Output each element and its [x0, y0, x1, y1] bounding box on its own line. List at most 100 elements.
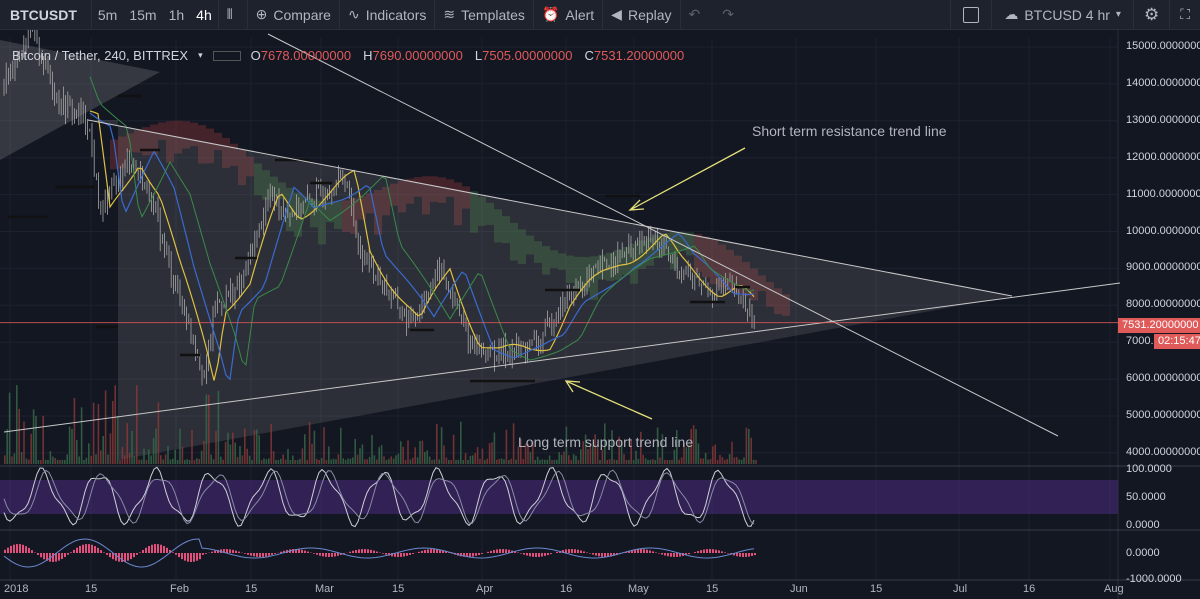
volume-bar	[728, 454, 731, 464]
low-value: L7505.00000000	[474, 48, 573, 63]
cloud-segment	[278, 182, 286, 200]
indicators-button[interactable]: ∿ Indicators	[340, 0, 434, 30]
undo-button[interactable]: ↶	[681, 0, 715, 30]
volume-bar	[6, 429, 8, 464]
redo-button[interactable]: ↷	[714, 0, 748, 30]
cloud-segment	[462, 186, 470, 209]
volume-bar	[320, 458, 323, 464]
macd-histogram-bar	[370, 549, 372, 553]
volume-bar	[236, 457, 239, 464]
alert-button[interactable]: ⏰ Alert	[534, 0, 602, 30]
volume-bar	[323, 427, 325, 464]
macd-histogram-bar	[463, 553, 465, 557]
volume-bar	[433, 459, 436, 464]
volume-bar	[419, 440, 421, 464]
volume-bar	[114, 385, 116, 464]
interval-15m-button[interactable]: 15m	[129, 6, 157, 23]
replay-button[interactable]: ◀︎ Replay	[603, 0, 679, 30]
cloud-segment	[454, 182, 462, 226]
macd-histogram-bar	[520, 553, 522, 554]
volume-bar	[724, 459, 726, 464]
volume-bar	[376, 459, 378, 464]
chevron-down-icon: ▾	[1115, 9, 1121, 20]
volume-bar	[49, 451, 52, 464]
templates-button[interactable]: ≋ Templates	[435, 0, 533, 30]
volume-bar	[587, 449, 589, 464]
macd-histogram-bar	[127, 553, 129, 561]
volume-bar	[623, 454, 625, 464]
volume-bar	[380, 445, 383, 464]
cloud-segment	[678, 231, 686, 251]
saved-chart-button[interactable]: ☁ BTCUSD 4 hr ▾	[992, 0, 1133, 30]
volume-bar	[714, 444, 716, 464]
volume-bar	[397, 453, 400, 464]
price-tick: 6000.00000000	[1126, 372, 1200, 385]
fullscreen-button[interactable]: ⛶	[1170, 0, 1200, 30]
volume-bar	[160, 455, 162, 464]
macd-histogram-bar	[712, 549, 714, 553]
toolbar-divider	[434, 0, 436, 30]
toolbar-divider	[90, 0, 92, 30]
cloud-segment	[446, 179, 454, 197]
macd-histogram-bar	[526, 553, 528, 556]
volume-bar	[522, 459, 524, 464]
volume-bar	[342, 458, 344, 464]
top-toolbar: BTCUSDT 5m 15m 1h 4h ⫴ ⊕ Compare ∿ Indic…	[0, 0, 1200, 30]
volume-bar	[452, 434, 455, 464]
volume-bar	[421, 440, 424, 464]
volume-bar	[227, 432, 229, 464]
volume-bar	[71, 428, 73, 464]
chevron-down-icon[interactable]: ▾	[198, 50, 203, 60]
macd-histogram-bar	[490, 550, 492, 553]
cloud-segment	[646, 237, 654, 266]
templates-label: Templates	[461, 6, 525, 23]
macd-histogram-bar	[508, 549, 510, 553]
volume-bar	[536, 456, 539, 464]
chart-type-button[interactable]: ⫴	[219, 0, 247, 30]
volume-bar	[260, 459, 263, 464]
volume-bar	[539, 459, 541, 464]
support-annotation[interactable]: Long term support trend line	[518, 434, 694, 450]
symbol-search-button[interactable]: BTCUSDT	[10, 6, 77, 23]
macd-histogram-bar	[754, 553, 756, 556]
volume-bar	[100, 450, 102, 464]
macd-histogram-bar	[82, 544, 84, 553]
resistance-annotation[interactable]: Short term resistance trend line	[752, 123, 947, 139]
volume-bar	[164, 454, 167, 464]
volume-bar	[716, 459, 719, 464]
volume-bar	[628, 459, 630, 464]
volume-bar	[210, 454, 212, 464]
macd-histogram-bar	[229, 549, 231, 553]
macd-histogram-bar	[529, 553, 531, 557]
macd-histogram-bar	[625, 551, 627, 553]
macd-histogram-bar	[580, 550, 582, 553]
undo-icon: ↶	[688, 6, 701, 22]
interval-1h-button[interactable]: 1h	[168, 6, 185, 23]
volume-bar	[215, 430, 217, 464]
alert-label: Alert	[565, 6, 595, 23]
settings-button[interactable]: ⚙	[1134, 0, 1169, 30]
compare-button[interactable]: ⊕ Compare	[248, 0, 339, 30]
volume-bar	[332, 458, 335, 464]
interval-4h-button[interactable]: 4h	[196, 6, 212, 23]
cloud-segment	[190, 122, 198, 147]
macd-histogram-bar	[130, 553, 132, 560]
symbol-title[interactable]: Bitcoin / Tether, 240, BITTREX	[12, 48, 189, 63]
cloud-segment	[502, 216, 510, 244]
resistance-arrow	[629, 147, 746, 211]
support-arrow	[565, 380, 653, 420]
price-tick: 14000.00000000	[1126, 76, 1200, 89]
price-chart[interactable]	[0, 30, 1200, 599]
volume-bar	[229, 444, 232, 464]
legend-buttons[interactable]	[212, 50, 241, 61]
macd-histogram-bar	[214, 550, 216, 553]
volume-bar	[47, 459, 49, 464]
volume-bar	[707, 459, 709, 464]
toolbar-divider	[532, 0, 534, 30]
volume-bar	[169, 459, 172, 464]
interval-5m-button[interactable]: 5m	[97, 6, 118, 23]
volume-bar	[479, 458, 481, 464]
cloud-segment	[270, 176, 278, 197]
layout-button[interactable]	[951, 0, 991, 30]
volume-bar	[258, 435, 260, 464]
